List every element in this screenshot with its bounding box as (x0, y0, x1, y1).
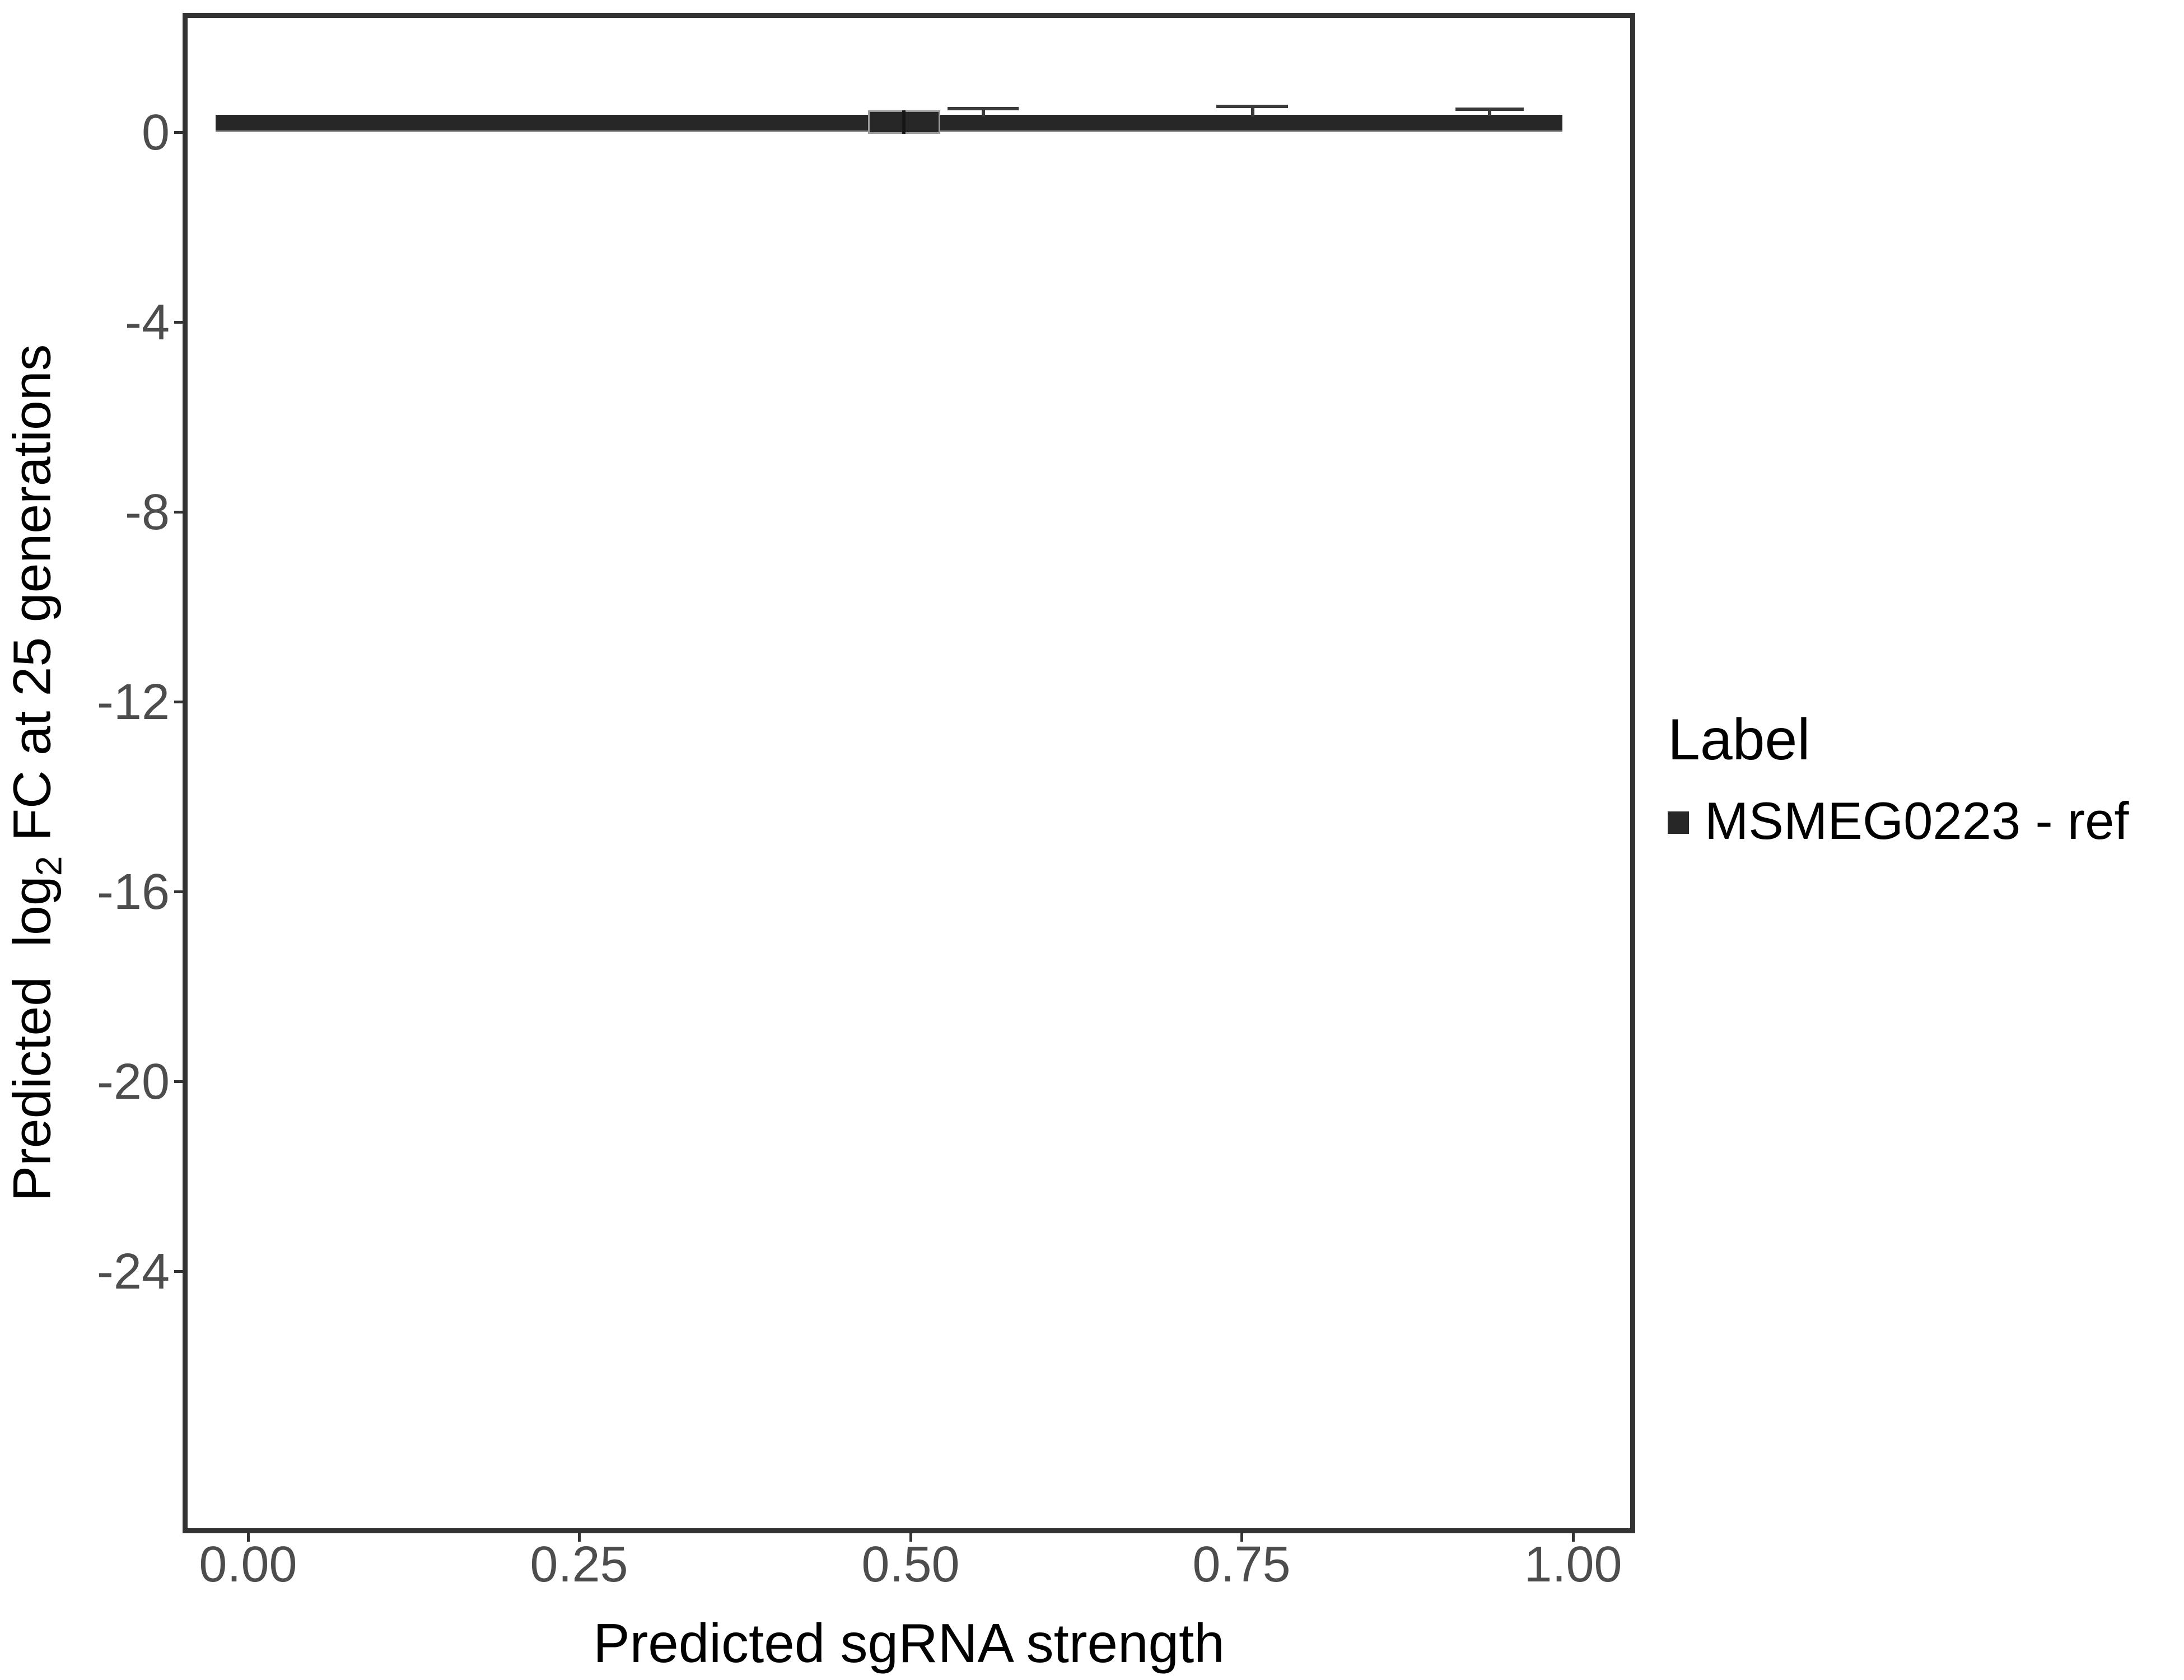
y-tick-mark-n16 (174, 890, 183, 893)
y-tick-label-0: 0 (141, 105, 170, 161)
whisker-stem-at-0-55 (982, 107, 985, 116)
x-tick-label-0-50: 0.50 (861, 1537, 960, 1593)
y-tick-mark-n12 (174, 701, 183, 703)
y-tick-label-n24: -24 (96, 1244, 170, 1300)
whisker-stem-at-0-76 (1251, 105, 1254, 116)
legend-title: Label (1668, 707, 1810, 772)
legend-entry: MSMEG0223 - ref (1668, 791, 2129, 851)
x-tick-mark-0-00 (247, 1533, 250, 1542)
legend: Label MSMEG0223 - ref (1668, 707, 2129, 850)
y-axis-title: Predicted log2 FC at 25 generations (2, 344, 69, 1202)
y-tick-label-n16: -16 (96, 864, 170, 920)
y-tick-label-n4: -4 (124, 295, 170, 351)
y-axis-title-pre: Predicted log (2, 876, 62, 1202)
y-tick-mark-n4 (174, 321, 183, 324)
boxplot-median-stem-at-0-5 (902, 110, 906, 134)
whisker-stem-at-0-94 (1488, 108, 1491, 116)
y-tick-mark-n24 (174, 1270, 183, 1273)
x-axis-title: Predicted sgRNA strength (593, 1612, 1225, 1674)
x-tick-mark-0-50 (909, 1533, 912, 1542)
x-tick-label-0-00: 0.00 (199, 1537, 297, 1593)
legend-entry-label: MSMEG0223 - ref (1705, 791, 2129, 850)
legend-key-swatch (1668, 811, 1689, 834)
y-axis-title-post: FC at 25 generations (2, 344, 62, 856)
x-tick-label-0-25: 0.25 (530, 1537, 628, 1593)
y-tick-mark-n8 (174, 511, 183, 514)
y-tick-label-n12: -12 (96, 674, 170, 730)
x-tick-label-0-75: 0.75 (1192, 1537, 1291, 1593)
x-tick-mark-0-75 (1240, 1533, 1243, 1542)
x-tick-mark-0-25 (578, 1533, 581, 1542)
plot-panel (183, 13, 1635, 1533)
y-tick-mark-n20 (174, 1080, 183, 1083)
y-tick-label-n8: -8 (124, 484, 170, 540)
y-tick-label-n20: -20 (96, 1054, 170, 1110)
y-tick-mark-0 (174, 131, 183, 134)
y-axis-title-subscript: 2 (29, 856, 69, 876)
x-tick-mark-1-00 (1572, 1533, 1575, 1542)
x-tick-label-1-00: 1.00 (1524, 1537, 1622, 1593)
